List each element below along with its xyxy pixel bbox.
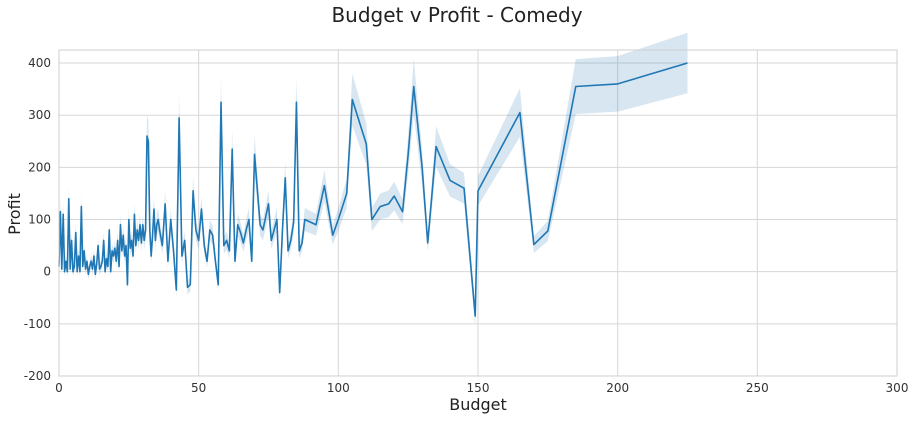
y-tick-label: -200 (24, 369, 51, 383)
x-tick-label: 150 (467, 381, 490, 395)
x-tick-label: 300 (886, 381, 909, 395)
chart-title: Budget v Profit - Comedy (331, 3, 582, 27)
y-tick-label: 100 (28, 213, 51, 227)
x-tick-label: 100 (327, 381, 350, 395)
x-axis-label: Budget (449, 395, 507, 414)
y-axis-label: Profit (5, 193, 24, 235)
y-tick-label: 200 (28, 160, 51, 174)
axes (58, 49, 898, 377)
confidence-band (59, 32, 688, 327)
confidence-band-area (59, 32, 688, 327)
series-line-layer (58, 62, 688, 317)
x-tick-label: 200 (606, 381, 629, 395)
series-line (58, 62, 688, 317)
tick-labels: 0 50 100 150 200 250 300 -200 -100 0 100 200 300 400 (24, 56, 909, 395)
x-tick-label: 250 (746, 381, 769, 395)
x-tick-label: 50 (191, 381, 206, 395)
y-tick-label: -100 (24, 317, 51, 331)
y-tick-label: 400 (28, 56, 51, 70)
plot-frame (58, 49, 898, 377)
x-tick-label: 0 (55, 381, 63, 395)
y-tick-label: 0 (43, 265, 51, 279)
y-tick-label: 300 (28, 108, 51, 122)
